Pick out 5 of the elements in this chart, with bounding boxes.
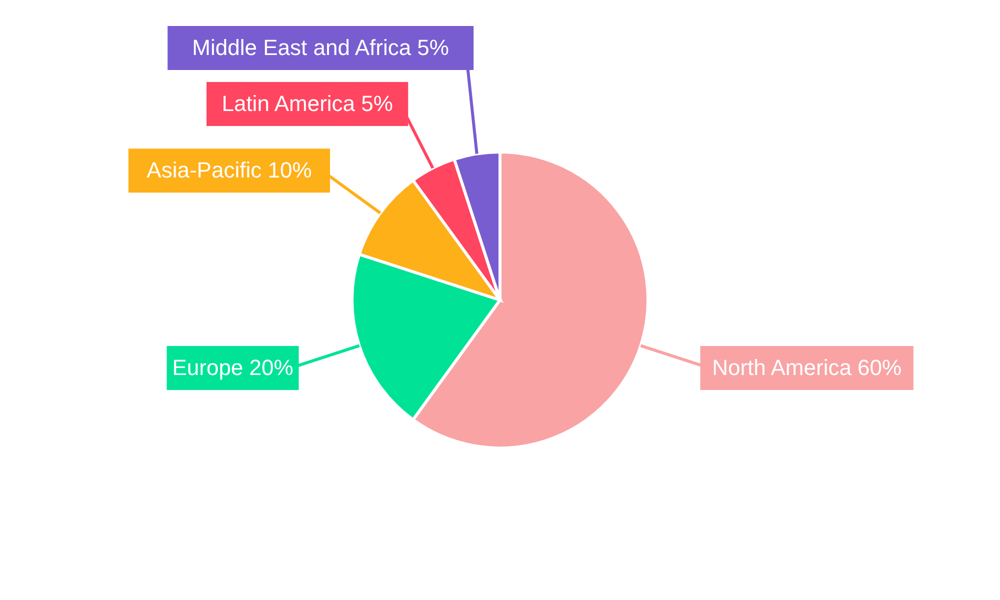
- slice-label: Asia-Pacific 10%: [146, 158, 312, 183]
- slice-label: Middle East and Africa 5%: [192, 34, 449, 60]
- slice-label: Europe 20%: [172, 354, 294, 380]
- slice-label: North America 60%: [712, 354, 902, 380]
- slice-label: Latin America 5%: [222, 90, 393, 116]
